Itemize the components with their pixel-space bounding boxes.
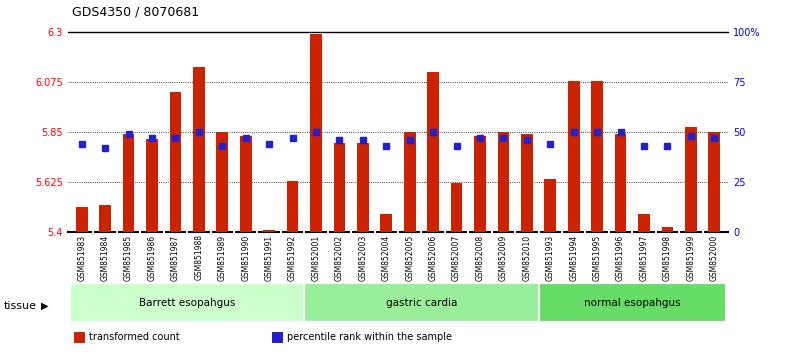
Bar — [170, 92, 181, 232]
Text: GSM851999: GSM851999 — [686, 234, 696, 281]
Text: percentile rank within the sample: percentile rank within the sample — [287, 332, 452, 342]
Bar — [539, 283, 726, 322]
Bar — [591, 81, 603, 232]
Text: GSM852007: GSM852007 — [452, 234, 461, 281]
Text: GDS4350 / 8070681: GDS4350 / 8070681 — [72, 5, 199, 18]
Text: gastric cardia: gastric cardia — [386, 298, 457, 308]
Bar — [240, 136, 252, 232]
Bar — [76, 207, 88, 232]
Text: GSM852003: GSM852003 — [358, 234, 368, 281]
Text: GSM851990: GSM851990 — [241, 234, 250, 281]
Text: GSM852010: GSM852010 — [522, 234, 532, 281]
Text: GSM852000: GSM852000 — [710, 234, 719, 281]
Text: GSM852004: GSM852004 — [382, 234, 391, 281]
Bar — [685, 127, 696, 232]
Text: GSM851992: GSM851992 — [288, 234, 297, 281]
Bar — [310, 34, 322, 232]
Bar — [521, 134, 533, 232]
Text: GSM851997: GSM851997 — [639, 234, 649, 281]
Bar — [427, 72, 439, 232]
Text: GSM851995: GSM851995 — [593, 234, 602, 281]
Text: GSM851994: GSM851994 — [569, 234, 578, 281]
Bar — [380, 214, 392, 232]
Text: GSM852008: GSM852008 — [475, 234, 485, 281]
Text: GSM851984: GSM851984 — [100, 234, 110, 281]
Text: GSM851989: GSM851989 — [218, 234, 227, 281]
Text: GSM852002: GSM852002 — [335, 234, 344, 281]
Bar — [217, 132, 228, 232]
Bar — [74, 332, 85, 343]
Bar — [287, 181, 298, 232]
Bar — [404, 132, 416, 232]
Text: transformed count: transformed count — [89, 332, 180, 342]
Text: GSM851983: GSM851983 — [77, 234, 86, 281]
Text: Barrett esopahgus: Barrett esopahgus — [139, 298, 236, 308]
Bar — [661, 227, 673, 232]
Text: GSM852005: GSM852005 — [405, 234, 414, 281]
Bar — [615, 134, 626, 232]
Text: GSM851993: GSM851993 — [546, 234, 555, 281]
Bar — [357, 143, 369, 232]
Bar — [272, 332, 283, 343]
Bar — [334, 143, 345, 232]
Bar — [263, 230, 275, 232]
Text: GSM852006: GSM852006 — [428, 234, 438, 281]
Text: GSM851991: GSM851991 — [264, 234, 274, 281]
Text: ▶: ▶ — [41, 301, 49, 311]
Text: normal esopahgus: normal esopahgus — [584, 298, 681, 308]
Bar — [498, 132, 509, 232]
Text: tissue: tissue — [4, 301, 37, 311]
Bar — [193, 67, 205, 232]
Text: GSM851987: GSM851987 — [171, 234, 180, 281]
Text: GSM851985: GSM851985 — [124, 234, 133, 281]
Text: GSM852001: GSM852001 — [311, 234, 321, 281]
Bar — [100, 205, 111, 232]
Text: GSM851988: GSM851988 — [194, 234, 203, 280]
Bar — [708, 132, 720, 232]
Bar — [123, 134, 135, 232]
Bar — [568, 81, 579, 232]
Bar — [451, 183, 462, 232]
Bar — [638, 214, 650, 232]
Bar — [70, 283, 304, 322]
Text: GSM851998: GSM851998 — [663, 234, 672, 281]
Bar — [544, 178, 556, 232]
Bar — [304, 283, 539, 322]
Text: GSM851986: GSM851986 — [147, 234, 157, 281]
Bar — [474, 136, 486, 232]
Text: GSM852009: GSM852009 — [499, 234, 508, 281]
Bar — [146, 138, 158, 232]
Text: GSM851996: GSM851996 — [616, 234, 625, 281]
